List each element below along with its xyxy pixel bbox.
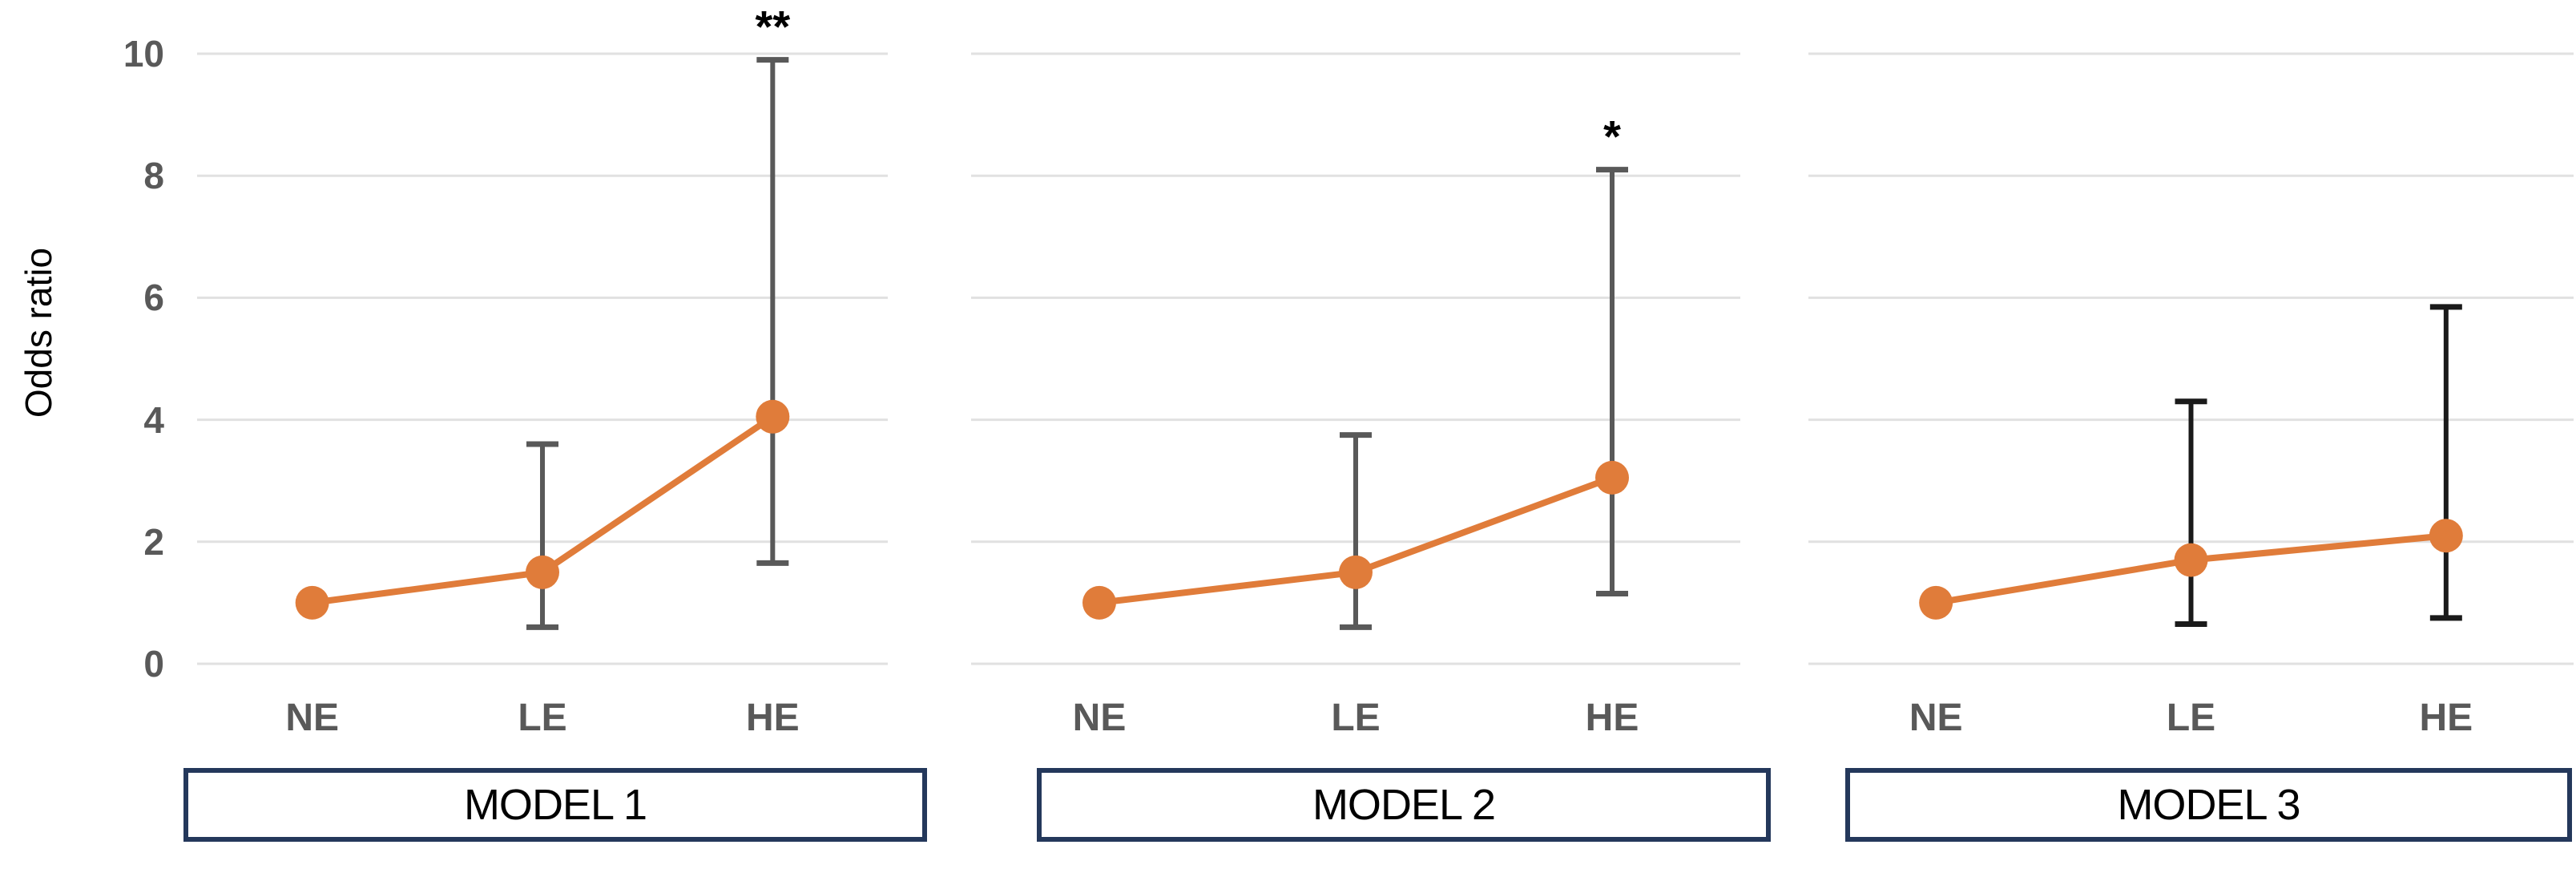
model-label: MODEL 1 [463,781,647,829]
model-label: MODEL 2 [1312,781,1496,829]
data-point-marker [1595,460,1629,495]
y-tick-label: 0 [143,643,164,685]
x-category-label: LE [518,697,567,739]
y-tick-label: 4 [143,398,164,441]
data-point-marker [526,555,559,589]
data-point-marker [2429,519,2463,553]
panel-3 [1808,52,2574,665]
significance-marker: ** [756,2,791,52]
x-category-label: HE [745,697,800,739]
panel-1: ** [197,2,888,665]
y-tick-label: 8 [143,155,164,197]
data-point-marker [2174,543,2208,577]
x-category-label: NE [285,697,339,739]
significance-marker: * [1603,111,1621,162]
data-point-marker [1082,585,1116,620]
error-bar [1340,432,1372,630]
x-category-label: HE [1585,697,1639,739]
x-category-label: LE [1331,697,1381,739]
data-point-marker [756,399,790,434]
error-bar [1596,167,1628,596]
error-bar [2429,304,2462,621]
data-point-marker [295,585,329,620]
model-label: MODEL 3 [2117,781,2300,829]
data-point-marker [1919,585,1953,620]
panel-2: * [971,52,1740,665]
y-tick-label: 2 [143,520,164,563]
error-bar [756,57,789,566]
x-category-label: HE [2419,697,2473,739]
model-label-box: MODEL 1 [183,768,927,842]
y-tick-label: 6 [143,277,164,319]
error-bar [2175,398,2207,628]
model-label-box: MODEL 2 [1037,768,1771,842]
x-category-label: NE [1072,697,1127,739]
error-bar [526,441,558,630]
x-category-label: LE [2166,697,2216,739]
y-tick-label: 10 [123,33,164,75]
data-point-marker [1339,555,1373,589]
model-label-box: MODEL 3 [1845,768,2572,842]
x-category-label: NE [1909,697,1963,739]
